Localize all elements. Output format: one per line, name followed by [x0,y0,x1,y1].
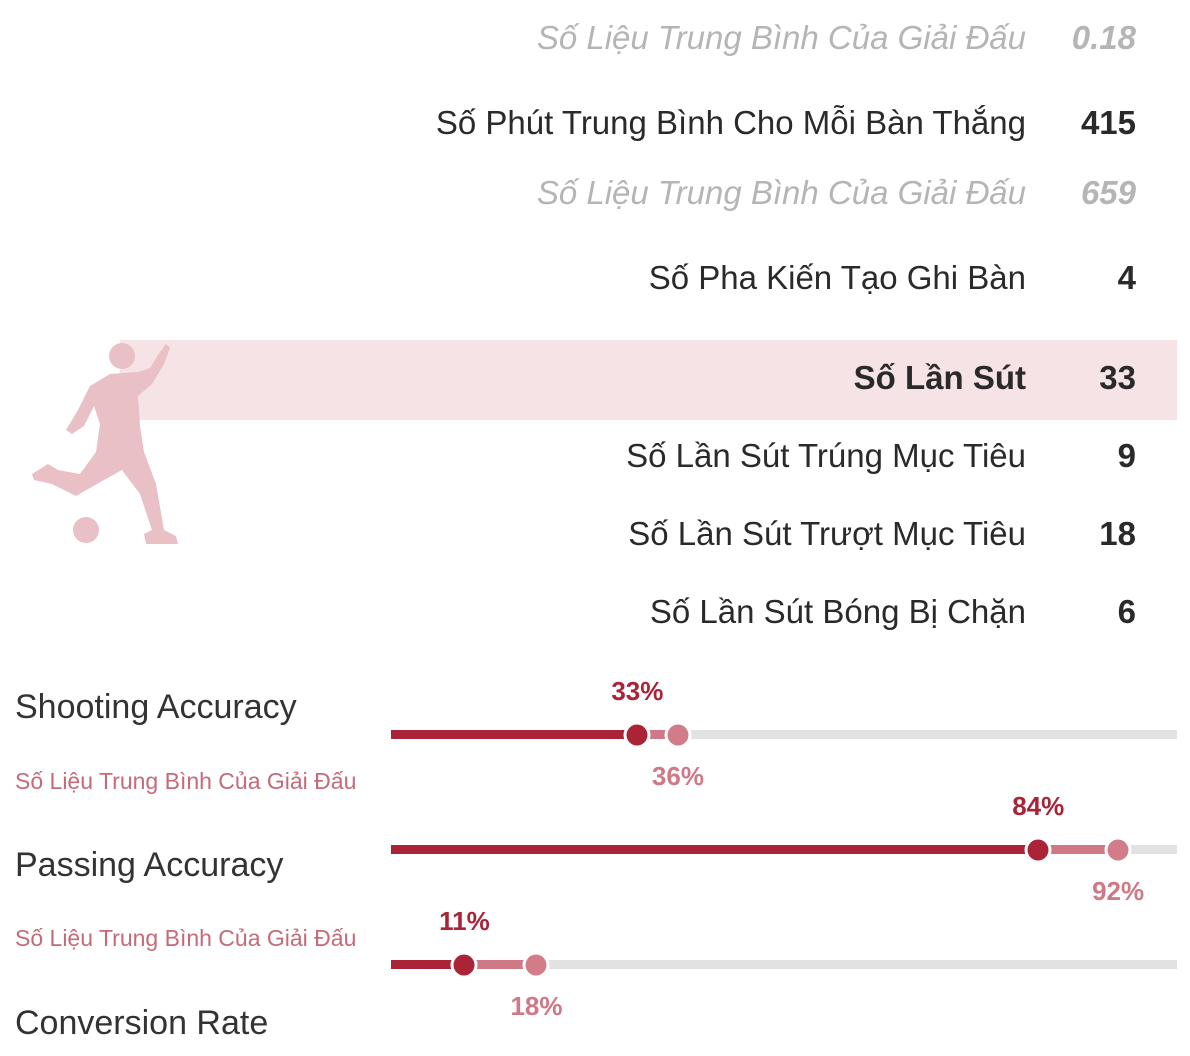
player-marker [626,724,648,745]
league-average-marker [1107,839,1129,860]
league-average-marker [667,724,689,745]
passing-league-average-label: Số Liệu Trung Bình Của Giải Đấu [15,925,357,951]
player-marker [453,954,475,975]
stat-row-shots-off-target: Số Lần Sút Trượt Mục Tiêu 18 [0,504,1190,564]
stat-label: Số Lần Sút Trúng Mục Tiêu [626,437,1026,474]
player-fill [391,960,465,969]
stat-row-minutes-per-goal: Số Phút Trung Bình Cho Mỗi Bàn Thắng 415 [0,93,1190,153]
footballer-kicking-icon [32,343,178,544]
stat-value: 415 [1080,104,1136,141]
stat-row-shots-on-target: Số Lần Sút Trúng Mục Tiêu 9 [0,426,1190,486]
stat-label: Số Lần Sút Bóng Bị Chặn [649,593,1026,630]
passing-league-average-percent: 92% [1092,876,1145,906]
conversion-rate-percent: 11% [439,906,490,936]
stat-value: 0.18 [1071,19,1136,56]
passing-accuracy-label: Passing Accuracy [15,846,284,884]
stat-value: 18 [1099,515,1136,552]
shots-highlight-band [120,340,1177,420]
player-fill [391,845,1039,854]
stat-label: Số Lần Sút [853,359,1026,396]
stat-row-shots-blocked: Số Lần Sút Bóng Bị Chặn 6 [0,582,1190,642]
shooting-league-average-percent: 36% [651,761,704,791]
stat-label: Số Liệu Trung Bình Của Giải Đấu [536,19,1026,56]
stat-value: 9 [1117,437,1136,474]
shooting-accuracy-bar [391,724,1177,745]
stat-value: 6 [1117,593,1136,630]
conversion-rate-bar [391,954,1177,975]
shooting-accuracy-percent: 33% [611,676,664,706]
league-average-fill [464,960,537,969]
stat-label: Số Pha Kiến Tạo Ghi Bàn [648,259,1026,296]
league-average-marker [525,954,547,975]
shooting-accuracy-label: Shooting Accuracy [15,688,297,726]
player-marker [1027,839,1049,860]
player-fill [391,730,638,739]
stat-row-assists: Số Pha Kiến Tạo Ghi Bàn 4 [0,248,1190,308]
stat-value: 659 [1080,174,1136,211]
stat-row-minutes-league-average: Số Liệu Trung Bình Của Giải Đấu 659 [0,163,1190,223]
stat-row-goals-per-game-league-average: Số Liệu Trung Bình Của Giải Đấu 0.18 [0,8,1190,68]
passing-accuracy-bar [391,839,1177,860]
stat-value: 33 [1099,359,1136,396]
conversion-rate-label: Conversion Rate [15,1004,269,1042]
stat-label: Số Lần Sút Trượt Mục Tiêu [628,515,1026,552]
shooting-league-average-label: Số Liệu Trung Bình Của Giải Đấu [15,768,357,794]
passing-accuracy-percent: 84% [1012,791,1065,821]
stat-label: Số Phút Trung Bình Cho Mỗi Bàn Thắng [435,104,1026,141]
stat-value: 4 [1117,259,1136,296]
stat-row-shots: Số Lần Sút 33 [0,348,1190,408]
league-average-fill [1038,845,1119,854]
stat-label: Số Liệu Trung Bình Của Giải Đấu [536,174,1026,211]
conversion-league-average-percent: 18% [510,991,563,1021]
league-average-fill [637,730,678,739]
